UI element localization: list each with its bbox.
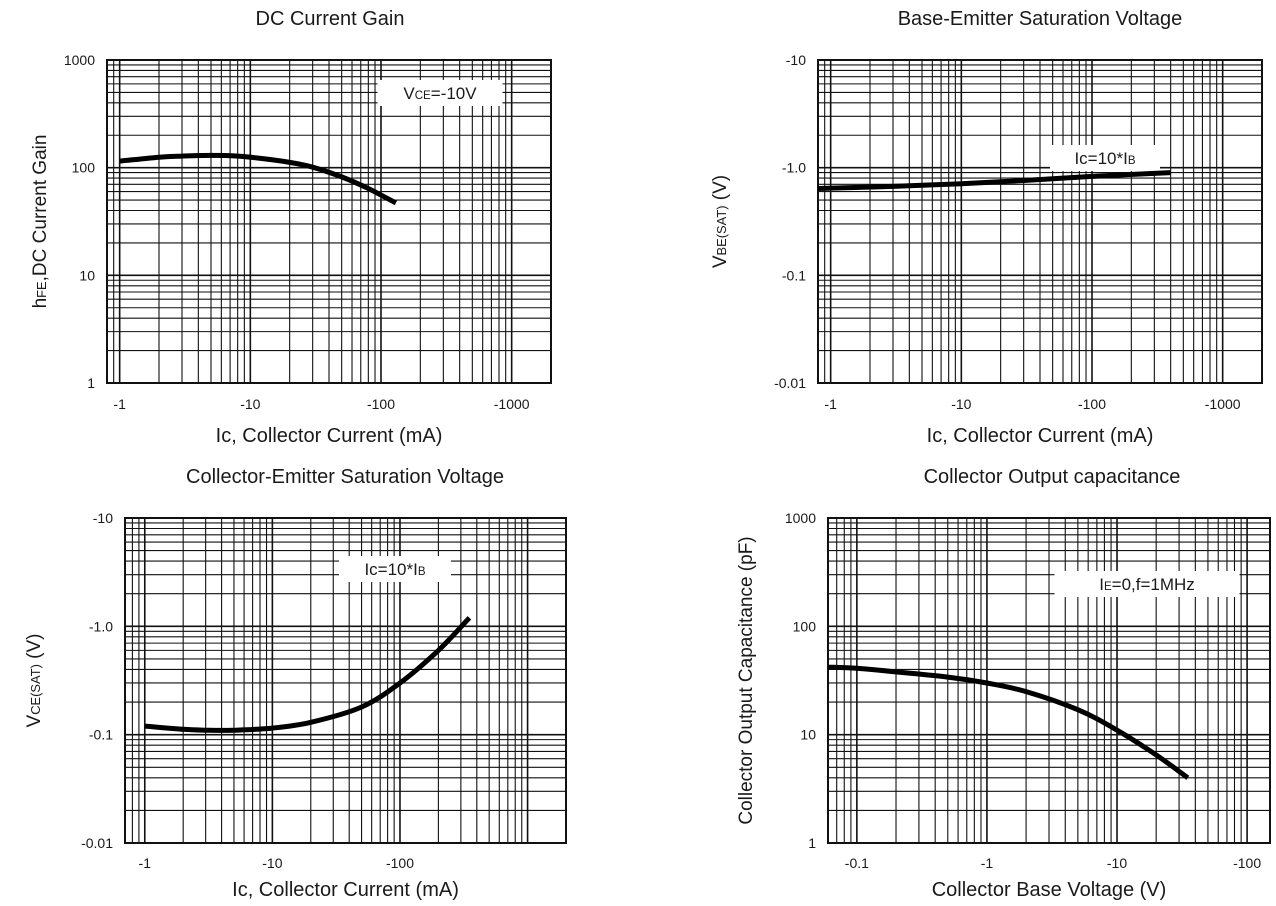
chart-title: Collector Output capacitance	[924, 466, 1181, 488]
chart-title: DC Current Gain	[256, 8, 405, 30]
grid	[817, 59, 1263, 384]
series-curve	[827, 664, 1190, 780]
plot-frame	[124, 517, 567, 844]
y-tick-label: -0.1	[89, 727, 113, 743]
annotation-background	[1054, 571, 1240, 597]
grid	[827, 517, 1270, 844]
chart-panel-1: DC Current Gain Ic, Collector Current (mA…	[30, 8, 552, 447]
y-tick-label: 1000	[785, 510, 816, 526]
y-axis-label: VCE(SAT) (V)	[24, 634, 45, 728]
annotation-background	[1050, 145, 1160, 171]
x-axis-label: Ic, Collector Current (mA)	[927, 425, 1154, 447]
x-tick-label: -100	[1233, 855, 1261, 871]
y-tick-label: 100	[793, 618, 817, 634]
plot-frame	[827, 517, 1271, 844]
x-tick-label: -1000	[494, 396, 530, 412]
plot-frame	[817, 59, 1263, 384]
x-axis-label: Ic, Collector Current (mA)	[232, 879, 459, 901]
x-tick-label: -100	[1078, 396, 1106, 412]
x-axis-label: Ic, Collector Current (mA)	[216, 425, 443, 447]
y-tick-label: 1000	[64, 52, 95, 68]
annotation: IE=0,f=1MHz	[1054, 571, 1240, 597]
series-curve	[119, 152, 398, 206]
x-tick-label: -100	[367, 396, 395, 412]
chart-panel-2: Base-Emitter Saturation Voltage Ic, Colle…	[710, 8, 1263, 447]
x-tick-label: -10	[240, 396, 260, 412]
series-curve	[817, 170, 1171, 191]
grid	[106, 59, 552, 384]
annotation-text: Ic=10*IB	[364, 560, 425, 579]
y-tick-label: 100	[72, 160, 96, 176]
y-tick-label: -0.01	[81, 835, 113, 851]
y-tick-label: -10	[93, 510, 113, 526]
y-tick-label: 1	[808, 835, 816, 851]
chart-panel-4: Collector Output capacitance Collector Ba…	[736, 466, 1271, 901]
x-tick-label: -100	[386, 855, 414, 871]
grid	[124, 517, 567, 844]
x-tick-label: -10	[262, 855, 282, 871]
y-tick-label: 10	[800, 727, 816, 743]
series-curve	[144, 616, 472, 733]
chart-title: Collector-Emitter Saturation Voltage	[186, 466, 504, 488]
annotation-text: IE=0,f=1MHz	[1099, 575, 1195, 594]
annotation-background	[339, 556, 451, 582]
x-axis-label: Collector Base Voltage (V)	[932, 879, 1167, 901]
chart-panel-3: Collector-Emitter Saturation Voltage Ic, …	[24, 466, 567, 901]
x-tick-label: -1	[139, 855, 152, 871]
y-tick-label: -1.0	[89, 618, 113, 634]
x-tick-label: -1	[113, 396, 126, 412]
y-axis-label: hFE,DC Current Gain	[30, 135, 51, 309]
plot-frame	[106, 59, 552, 384]
y-tick-label: -0.1	[782, 267, 806, 283]
y-tick-label: 1	[87, 375, 95, 391]
y-tick-label: -0.01	[774, 375, 806, 391]
annotation-text: VCE=-10V	[403, 84, 477, 103]
y-tick-label: -1.0	[782, 160, 806, 176]
x-tick-label: -1000	[1205, 396, 1241, 412]
chart-title: Base-Emitter Saturation Voltage	[898, 8, 1183, 30]
x-tick-label: -10	[951, 396, 971, 412]
annotation-background	[377, 80, 503, 106]
y-axis-label: VBE(SAT) (V)	[710, 175, 731, 268]
annotation: VCE=-10V	[377, 80, 503, 106]
y-tick-label: 10	[79, 267, 95, 283]
x-tick-label: -1	[981, 855, 994, 871]
x-tick-label: -10	[1107, 855, 1127, 871]
y-tick-label: -10	[786, 52, 806, 68]
x-tick-label: -1	[824, 396, 837, 412]
y-axis-label: Collector Output Capacitance (pF)	[736, 536, 757, 824]
annotation-text: Ic=10*IB	[1074, 149, 1135, 168]
annotation: Ic=10*IB	[339, 556, 451, 582]
x-tick-label: -0.1	[845, 855, 869, 871]
annotation: Ic=10*IB	[1050, 145, 1160, 171]
